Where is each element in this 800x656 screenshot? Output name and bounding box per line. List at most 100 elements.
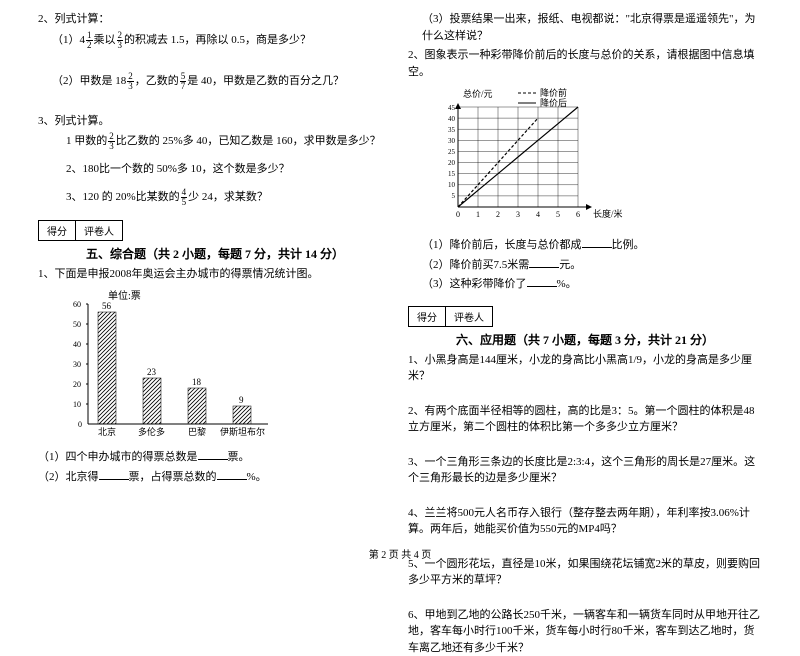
line-chart: 总价/元 降价前 降价后 5 10 15 20 bbox=[428, 87, 658, 227]
fraction: 23 bbox=[117, 31, 124, 50]
right-column: （3）投票结果一出来，报纸、电视都说："北京得票是遥遥领先"，为什么这样说？ 2… bbox=[400, 8, 770, 545]
svg-text:10: 10 bbox=[73, 400, 81, 409]
svg-text:50: 50 bbox=[73, 320, 81, 329]
svg-text:降价前: 降价前 bbox=[540, 87, 567, 98]
svg-text:4: 4 bbox=[536, 210, 540, 219]
svg-text:60: 60 bbox=[73, 300, 81, 309]
svg-text:20: 20 bbox=[448, 159, 456, 167]
fraction: 23 bbox=[108, 132, 115, 151]
page-footer: 第 2 页 共 4 页 bbox=[0, 546, 800, 561]
q3-s3: 3、120 的 20%比某数的45少 24，求某数？ bbox=[66, 188, 392, 207]
svg-text:0: 0 bbox=[456, 210, 460, 219]
q2-title: 2、列式计算： bbox=[38, 11, 392, 28]
arrow-up-icon bbox=[455, 103, 461, 109]
text: （1）四个申办城市的得票总数是 bbox=[38, 451, 198, 463]
text: 元。 bbox=[559, 259, 581, 271]
q1-3: （3）投票结果一出来，报纸、电视都说："北京得票是遥遥领先"，为什么这样说？ bbox=[422, 11, 762, 44]
svg-text:30: 30 bbox=[73, 360, 81, 369]
svg-text:巴黎: 巴黎 bbox=[188, 426, 206, 437]
svg-text:降价后: 降价后 bbox=[540, 97, 567, 108]
fraction: 12 bbox=[86, 31, 93, 50]
svg-text:0: 0 bbox=[78, 420, 82, 429]
fraction: 23 bbox=[127, 72, 134, 91]
text: 票。 bbox=[228, 451, 250, 463]
svg-text:40: 40 bbox=[73, 340, 81, 349]
svg-text:15: 15 bbox=[448, 170, 456, 178]
score-box: 得分 评卷人 bbox=[38, 220, 123, 241]
bar-label: 9 bbox=[239, 395, 244, 405]
fill2: （2）降价前买7.5米需 元。 bbox=[422, 257, 762, 274]
text: （1）4 bbox=[52, 34, 85, 46]
chart-unit: 单位:票 bbox=[108, 289, 141, 302]
svg-text:6: 6 bbox=[576, 210, 580, 219]
text: 是 40，甲数是乙数的百分之几？ bbox=[187, 75, 344, 87]
blank bbox=[198, 449, 228, 460]
svg-text:45: 45 bbox=[448, 104, 456, 112]
q2-right: 2、图象表示一种彩带降价前后的长度与总价的关系，请根据图中信息填空。 bbox=[408, 47, 762, 80]
blank bbox=[529, 257, 559, 268]
grader-label: 评卷人 bbox=[446, 307, 492, 326]
bar-chart: 单位:票 60 50 40 30 20 10 0 56 23 18 9 bbox=[58, 289, 278, 439]
text: 比例。 bbox=[612, 239, 645, 251]
text: %。 bbox=[247, 471, 267, 483]
text: （2）甲数是 18 bbox=[52, 75, 126, 87]
app-q2: 2、有两个底面半径相等的圆柱，高的比是3：5。第一个圆柱的体积是48立方厘米，第… bbox=[408, 403, 762, 436]
text: （1）降价前后，长度与总价都成 bbox=[422, 239, 582, 251]
svg-text:多伦多: 多伦多 bbox=[138, 426, 165, 437]
text: 1 甲数的 bbox=[66, 135, 107, 147]
x-axis-label: 长度/米 bbox=[593, 208, 623, 219]
text: （2）北京得 bbox=[38, 471, 99, 483]
score-box: 得分 评卷人 bbox=[408, 306, 493, 327]
svg-text:伊斯坦布尔: 伊斯坦布尔 bbox=[220, 426, 265, 437]
svg-text:5: 5 bbox=[556, 210, 560, 219]
text: ，乙数的 bbox=[135, 75, 179, 87]
q3-title: 3、列式计算。 bbox=[38, 113, 392, 130]
q2-sub2: （2）甲数是 1823，乙数的57是 40，甲数是乙数的百分之几？ bbox=[52, 72, 392, 91]
svg-text:2: 2 bbox=[496, 210, 500, 219]
fraction: 45 bbox=[181, 188, 188, 207]
section-6-title: 六、应用题（共 7 小题，每题 3 分，共计 21 分） bbox=[408, 331, 762, 348]
text: （3）这种彩带降价了 bbox=[422, 278, 527, 290]
svg-text:25: 25 bbox=[448, 148, 456, 156]
blank bbox=[217, 469, 247, 480]
fill1: （1）降价前后，长度与总价都成 比例。 bbox=[422, 237, 762, 254]
svg-text:20: 20 bbox=[73, 380, 81, 389]
bar-toronto bbox=[143, 378, 161, 424]
y-ticks: 5 10 15 20 25 30 35 40 45 bbox=[448, 104, 456, 200]
svg-text:北京: 北京 bbox=[98, 426, 116, 437]
svg-text:10: 10 bbox=[448, 181, 456, 189]
svg-text:3: 3 bbox=[516, 210, 520, 219]
y-axis: 60 50 40 30 20 10 0 bbox=[73, 300, 88, 429]
app-q1: 1、小黑身高是144厘米，小龙的身高比小黑高1/9，小龙的身高是多少厘米？ bbox=[408, 352, 762, 385]
blank bbox=[582, 237, 612, 248]
app-q3: 3、一个三角形三条边的长度比是2:3:4，这个三角形的周长是27厘米。这个三角形… bbox=[408, 454, 762, 487]
q3-s1: 1 甲数的23比乙数的 25%多 40，已知乙数是 160，求甲数是多少？ bbox=[66, 132, 392, 151]
text: 比乙数的 25%多 40，已知乙数是 160，求甲数是多少？ bbox=[116, 135, 381, 147]
bar-beijing bbox=[98, 312, 116, 424]
text: 乘以 bbox=[94, 34, 116, 46]
q3-s2: 2、180比一个数的 50%多 10，这个数是多少？ bbox=[66, 161, 392, 178]
text: 3、120 的 20%比某数的 bbox=[66, 191, 180, 203]
arrow-right-icon bbox=[586, 204, 592, 210]
bar-label: 23 bbox=[147, 367, 157, 377]
blank bbox=[99, 469, 129, 480]
fraction: 57 bbox=[180, 72, 187, 91]
text: 票，占得票总数的 bbox=[129, 471, 217, 483]
y-axis-label: 总价/元 bbox=[463, 88, 493, 99]
svg-text:30: 30 bbox=[448, 137, 456, 145]
score-label: 得分 bbox=[39, 221, 76, 240]
app-q4: 4、兰兰将500元人名币存入银行（整存整去两年期），年利率按3.06%计算。两年… bbox=[408, 505, 762, 538]
bar-label: 56 bbox=[102, 301, 112, 311]
app-q6: 6、甲地到乙地的公路长250千米，一辆客车和一辆货车同时从甲地开往乙地，客车每小… bbox=[408, 607, 762, 656]
text: 的积减去 1.5，再除以 0.5，商是多少？ bbox=[124, 34, 311, 46]
section-5-title: 五、综合题（共 2 小题，每题 7 分，共计 14 分） bbox=[38, 245, 392, 262]
bar-label: 18 bbox=[192, 377, 202, 387]
svg-text:40: 40 bbox=[448, 115, 456, 123]
text: %。 bbox=[557, 278, 577, 290]
svg-text:1: 1 bbox=[476, 210, 480, 219]
svg-text:35: 35 bbox=[448, 126, 456, 134]
text: （2）降价前买7.5米需 bbox=[422, 259, 529, 271]
q5-fill1: （1）四个申办城市的得票总数是 票。 bbox=[38, 449, 392, 466]
fill3: （3）这种彩带降价了 %。 bbox=[422, 276, 762, 293]
bar-paris bbox=[188, 388, 206, 424]
